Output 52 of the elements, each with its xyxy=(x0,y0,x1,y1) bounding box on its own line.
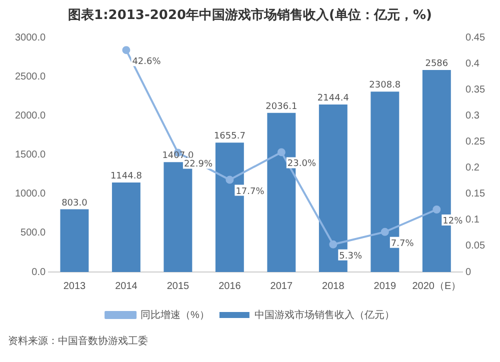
x-tick-label: 2019 xyxy=(374,280,396,292)
data-label: 22.9% xyxy=(184,160,213,170)
y2-tick-label: 0.15 xyxy=(466,188,486,200)
point xyxy=(380,228,389,236)
point xyxy=(329,240,338,248)
point xyxy=(226,176,234,184)
y2-tick-label: 0.3 xyxy=(466,110,480,122)
x-tick-label: 2018 xyxy=(322,280,345,292)
point xyxy=(122,46,130,54)
point xyxy=(432,205,441,214)
x-tick-label: 2013 xyxy=(63,280,86,292)
data-label: 2308.8 xyxy=(369,80,401,91)
y-tick-label: 0.0 xyxy=(32,266,46,278)
y2-tick-label: 0.25 xyxy=(466,136,486,148)
x-tick-label: 2016 xyxy=(218,280,242,292)
data-label: 2586 xyxy=(425,58,448,69)
y2-tick-label: 0.2 xyxy=(466,162,480,174)
y2-tick-label: 0.4 xyxy=(466,58,480,70)
data-label: 7.7% xyxy=(390,238,414,249)
data-label: 23.0% xyxy=(287,159,316,170)
chart-title: 图表1:2013-2020年中国游戏市场销售收入(单位：亿元，%) xyxy=(68,7,432,24)
bar xyxy=(112,182,140,272)
y-tick-label: 1500.0 xyxy=(14,150,46,161)
x-tick-label: 2015 xyxy=(166,280,190,292)
data-label: 1144.8 xyxy=(110,172,142,182)
data-label: 17.7% xyxy=(236,186,265,197)
text: 资料来源：中国音数协游戏工委 xyxy=(8,334,149,348)
y2-tick-label: 0.1 xyxy=(466,214,480,226)
data-label: 2036.1 xyxy=(266,102,298,112)
data-label: 5.3% xyxy=(339,251,362,262)
x-tick-label: 2017 xyxy=(270,280,293,292)
point xyxy=(277,148,286,156)
bar xyxy=(60,209,89,272)
data-label: 803.0 xyxy=(62,198,88,208)
y-tick-label: 3000.0 xyxy=(14,32,46,44)
y2-tick-label: 0 xyxy=(466,266,472,278)
legend-label: 中国游戏市场销售收入（亿元） xyxy=(254,308,394,321)
y-tick-label: 2000.0 xyxy=(14,110,46,122)
y2-tick-label: 0.05 xyxy=(466,240,486,252)
y2-tick-label: 0.35 xyxy=(466,84,486,96)
legend-label: 同比增速（%） xyxy=(140,308,210,321)
x-tick-label: 2020（E） xyxy=(412,280,462,292)
y2-tick-label: 0.45 xyxy=(466,32,486,44)
data-label: 42.6% xyxy=(132,57,162,68)
y-tick-label: 2500.0 xyxy=(14,71,46,82)
y-tick-label: 500.0 xyxy=(20,228,46,239)
data-label: 2144.4 xyxy=(317,93,350,104)
data-label: 12% xyxy=(442,216,464,226)
data-label: 1407.0 xyxy=(162,151,194,162)
data-label: 1655.7 xyxy=(214,132,246,142)
y-tick-label: 1000.0 xyxy=(14,188,46,200)
x-tick-label: 2014 xyxy=(115,280,138,292)
